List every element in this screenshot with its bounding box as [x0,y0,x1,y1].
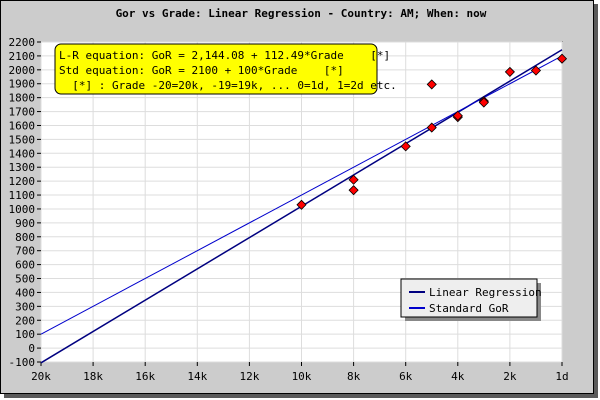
legend-label-linear-regression: Linear Regression [429,286,542,299]
y-tick-label: 300 [15,300,35,313]
x-tick-label: 2k [503,370,517,383]
y-tick-label: 1100 [9,189,36,202]
y-tick-label: 500 [15,273,35,286]
lr-equation: L-R equation: GoR = 2,144.08 + 112.49*Gr… [59,49,390,62]
y-tick-label: 2100 [9,50,36,63]
y-tick-label: 2200 [9,36,36,49]
data-point [452,110,463,121]
y-tick-label: 900 [15,217,35,230]
x-tick-label: 6k [399,370,413,383]
y-tick-label: 400 [15,286,35,299]
data-point [530,65,542,76]
x-tick-label: 18k [83,370,103,383]
legend: Linear Regression Standard GoR [400,278,542,321]
y-tick-label: 1700 [9,106,36,119]
x-tick-label: 8k [347,370,361,383]
std-equation: Std equation: GoR = 2100 + 100*Grade [*] [59,64,344,77]
y-tick-label: 600 [15,259,35,272]
y-tick-label: 1900 [9,78,36,91]
data-point [504,66,515,77]
x-tick-label: 12k [239,370,259,383]
chart-title: Gor vs Grade: Linear Regression - Countr… [116,7,487,20]
series-line-standard-gor [40,55,563,335]
y-tick-label: 1400 [9,147,36,160]
data-point [426,122,437,133]
chart-frame: Gor vs Grade: Linear Regression - Countr… [0,0,594,394]
y-tick-label: 100 [15,328,35,341]
y-tick-label: 1300 [9,161,36,174]
equation-box: L-R equation: GoR = 2,144.08 + 112.49*Gr… [54,43,397,95]
y-tick-label: 1000 [9,203,36,216]
data-point [400,141,411,152]
data-point [426,79,437,90]
data-point [348,174,359,185]
x-axis: 20k 18k 16k 14k 12k 10k 8k 6k 4k 2k 1d [31,362,569,383]
x-tick-label: 4k [451,370,465,383]
y-tick-label: 800 [15,231,35,244]
y-tick-label: 1500 [9,133,36,146]
grade-note: [*] : Grade -20=20k, -19=19k, ... 0=1d, … [59,79,397,92]
y-tick-label: 1600 [9,119,36,132]
x-tick-label: 10k [292,370,312,383]
data-point [348,185,359,196]
x-tick-label: 20k [31,370,51,383]
y-tick-label: 2000 [9,64,36,77]
data-point [296,199,307,210]
chart-svg: Gor vs Grade: Linear Regression - Countr… [9,7,569,383]
data-point [478,97,489,108]
x-tick-label: 1d [555,370,568,383]
y-tick-label: 1200 [9,175,36,188]
x-tick-label: 14k [187,370,207,383]
y-axis: -100010020030040050060070080090010001100… [9,36,41,369]
y-tick-label: 0 [28,342,35,355]
y-tick-label: 700 [15,245,35,258]
data-point [556,53,568,64]
y-tick-label: -100 [9,356,36,369]
y-tick-label: 200 [15,314,35,327]
y-tick-label: 1800 [9,92,36,105]
x-tick-label: 16k [135,370,155,383]
data-points [296,53,568,210]
legend-label-standard-gor: Standard GoR [429,302,509,315]
